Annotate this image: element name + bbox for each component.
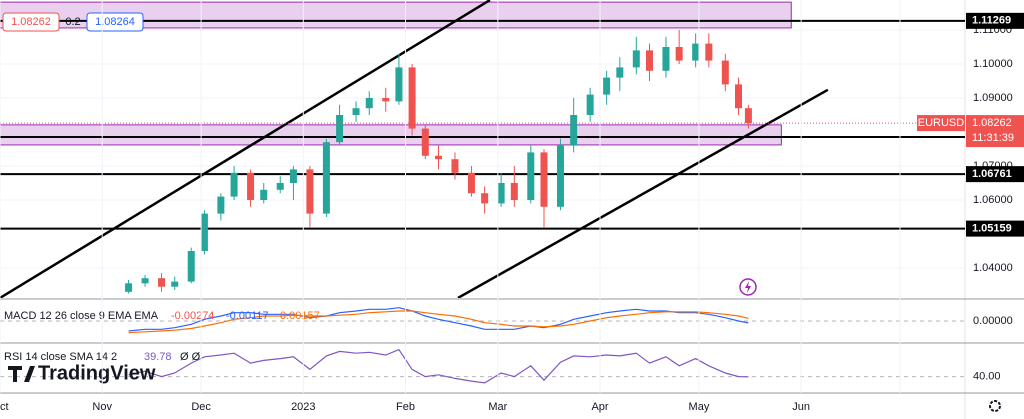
signal-value: 0.00157 bbox=[280, 310, 320, 322]
level-label: 1.06761 bbox=[972, 168, 1012, 180]
x-tick-label: Mar bbox=[488, 401, 507, 413]
candle-body bbox=[692, 43, 700, 61]
candle-body bbox=[260, 189, 268, 201]
x-tick-label: Feb bbox=[396, 401, 415, 413]
candle-body bbox=[616, 67, 624, 78]
candle-body bbox=[662, 46, 670, 71]
candle-body bbox=[556, 145, 564, 207]
candle-body bbox=[200, 213, 208, 252]
indicator-line bbox=[128, 348, 749, 384]
candle-body bbox=[306, 169, 314, 214]
y-tick-label: 40.00 bbox=[973, 371, 1001, 383]
candle-body bbox=[570, 114, 578, 146]
level-label-box bbox=[966, 166, 1024, 183]
candle-body bbox=[451, 159, 459, 173]
buy-box[interactable] bbox=[86, 12, 144, 32]
symbol-label: EURUSD bbox=[918, 117, 965, 129]
candle-body bbox=[336, 114, 344, 143]
y-tick-label: 1.04000 bbox=[973, 262, 1013, 274]
indicator-line bbox=[128, 307, 749, 332]
candle-body bbox=[586, 94, 594, 115]
rsi-status: Ø Ø bbox=[180, 351, 201, 363]
candle-body bbox=[434, 155, 442, 160]
candle-body bbox=[735, 84, 743, 109]
macd-label: MACD 12 26 close 9 EMA EMA bbox=[4, 310, 159, 322]
trend-line bbox=[457, 88, 829, 298]
level-label: 1.11269 bbox=[972, 15, 1011, 27]
alert-icon-bolt bbox=[745, 281, 751, 293]
alert-icon[interactable] bbox=[739, 278, 757, 296]
candle-body bbox=[645, 50, 653, 71]
candle-body bbox=[481, 193, 489, 204]
candle-body bbox=[352, 108, 360, 115]
candle-body bbox=[408, 67, 416, 129]
indicator-line bbox=[128, 310, 749, 334]
candle-body bbox=[705, 43, 713, 61]
settings-icon[interactable] bbox=[989, 400, 1001, 412]
candle-body bbox=[603, 77, 611, 95]
candle-body bbox=[322, 142, 330, 214]
level-label: 1.05159 bbox=[972, 223, 1012, 235]
candle-body bbox=[382, 97, 390, 102]
x-tick-label: Apr bbox=[591, 401, 608, 413]
level-label-box bbox=[966, 220, 1024, 237]
candle-body bbox=[675, 46, 683, 61]
y-tick-label: 0.00000 bbox=[973, 315, 1013, 327]
candle-body bbox=[467, 172, 475, 194]
zone bbox=[0, 124, 782, 146]
logo-text: TradingView bbox=[38, 362, 156, 384]
macd-hist-value: -0.00274 bbox=[171, 310, 214, 322]
x-tick-label: May bbox=[689, 401, 710, 413]
indicator-panes: 0.00000 40.00 bbox=[0, 307, 1013, 384]
price-label-box bbox=[966, 115, 1024, 148]
symbol-box bbox=[917, 115, 965, 132]
countdown: 11:31:39 bbox=[972, 132, 1014, 144]
candle-body bbox=[721, 60, 729, 85]
candle-body bbox=[125, 283, 133, 292]
candle-body bbox=[632, 50, 640, 68]
y-tick-label: 1.10000 bbox=[973, 58, 1013, 70]
logo-icon bbox=[8, 366, 35, 382]
macd-value: -0.00117 bbox=[226, 310, 269, 322]
candle-body bbox=[365, 97, 373, 109]
x-tick-label: Dec bbox=[191, 401, 211, 413]
level-label-box bbox=[966, 12, 1024, 29]
buy-price[interactable]: 1.08264 bbox=[95, 16, 135, 28]
candle-body bbox=[171, 281, 179, 287]
spread: 0.2 bbox=[65, 16, 80, 28]
x-tick-label: Nov bbox=[92, 401, 112, 413]
sell-box[interactable] bbox=[2, 12, 60, 32]
x-tick-label: Jun bbox=[792, 401, 810, 413]
candle-body bbox=[141, 278, 149, 284]
y-tick-label: 1.06000 bbox=[973, 194, 1013, 206]
rsi-value: 39.78 bbox=[144, 351, 172, 363]
candle-body bbox=[276, 183, 284, 190]
candle-body bbox=[540, 152, 548, 207]
candle-body bbox=[510, 183, 518, 201]
x-tick-label: 2023 bbox=[291, 401, 315, 413]
rsi-label: RSI 14 close SMA 14 2 bbox=[4, 351, 117, 363]
candle-body bbox=[497, 183, 505, 204]
logo: TradingView bbox=[8, 362, 156, 384]
candle-body bbox=[744, 108, 752, 124]
price-label: 1.08262 bbox=[972, 117, 1012, 129]
candle-body bbox=[289, 169, 297, 184]
candle-body bbox=[527, 152, 535, 201]
price-axis: 1.110001.100001.090001.070001.060001.040… bbox=[966, 12, 1024, 274]
candle-body bbox=[395, 67, 403, 102]
candle-body bbox=[217, 196, 225, 214]
y-tick-label: 1.09000 bbox=[973, 92, 1013, 104]
trend-line bbox=[0, 0, 491, 298]
candle-body bbox=[158, 278, 166, 287]
candle-body bbox=[247, 172, 255, 201]
main-pane bbox=[0, 0, 965, 298]
sell-price[interactable]: 1.08262 bbox=[11, 16, 51, 28]
candle-body bbox=[421, 128, 429, 156]
candle-body bbox=[230, 172, 238, 197]
candle-body bbox=[187, 251, 195, 282]
x-tick-label: Oct bbox=[0, 401, 9, 413]
